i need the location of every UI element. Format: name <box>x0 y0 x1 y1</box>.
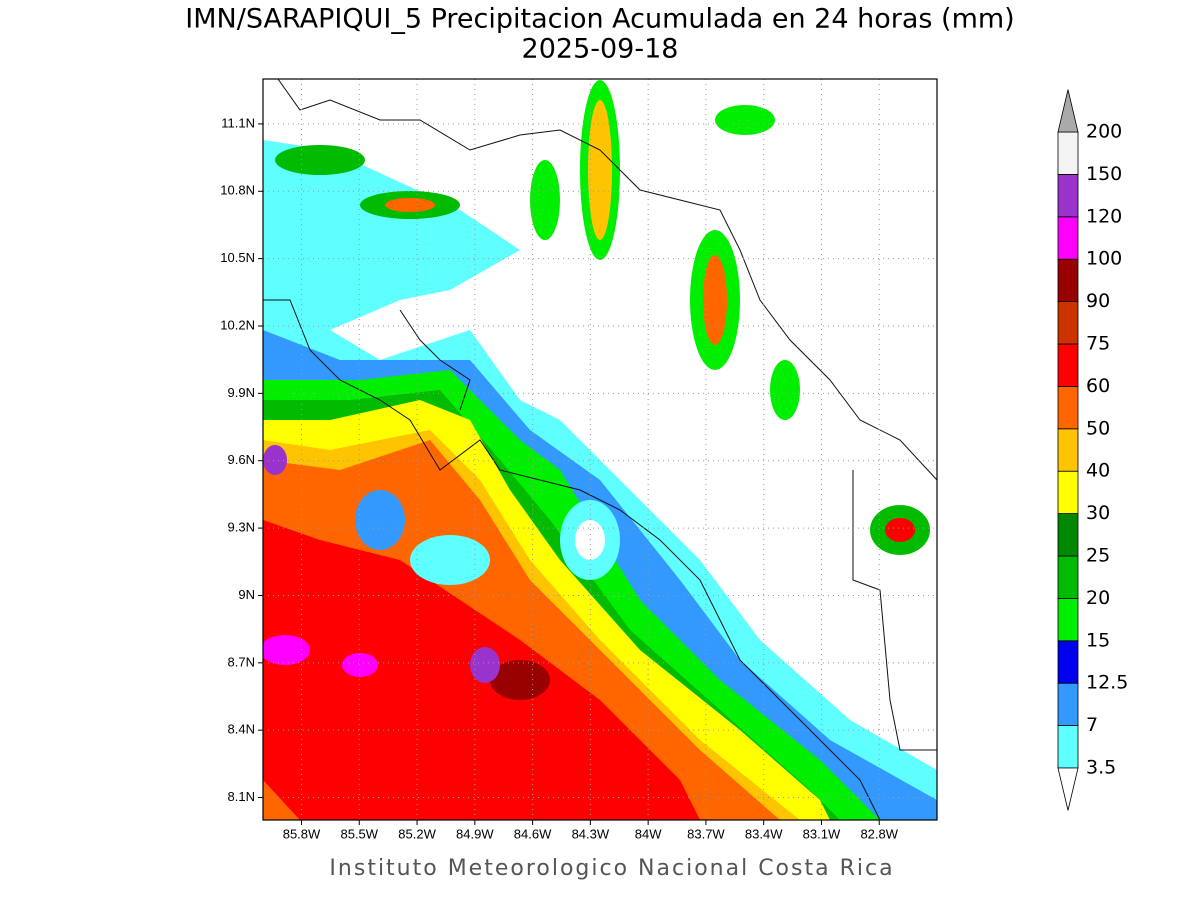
colorbar-box <box>1057 216 1079 260</box>
colorbar-box <box>1057 301 1079 345</box>
y-tick-label: 8.4N <box>228 722 255 737</box>
colorbar-label: 50 <box>1086 417 1110 439</box>
y-tick-label: 10.8N <box>220 183 255 198</box>
x-tick-label: 85.2W <box>398 826 436 841</box>
colorbar-label: 150 <box>1086 163 1122 185</box>
y-tick-label: 11.1N <box>221 115 255 130</box>
map-frame <box>262 78 938 821</box>
x-tick-label: 84.3W <box>572 826 610 841</box>
colorbar-box <box>1057 258 1079 303</box>
x-tick-label: 82.8W <box>860 826 898 841</box>
colorbar-box <box>1057 470 1079 515</box>
colorbar-label: 120 <box>1086 205 1122 227</box>
colorbar-label: 75 <box>1086 333 1110 355</box>
precip-field <box>263 79 937 820</box>
colorbar-box <box>1057 640 1079 684</box>
y-tick-label: 9.3N <box>228 520 255 535</box>
footer: Instituto Meteorologico Nacional Costa R… <box>329 856 894 881</box>
colorbar-box <box>1057 725 1079 769</box>
colorbar-box <box>1057 598 1079 642</box>
y-tick-label: 10.5N <box>220 250 255 265</box>
colorbar-under <box>1057 767 1079 811</box>
y-tick-label: 8.7N <box>228 654 255 669</box>
colorbar: 3.5 7 12.5 15 20 25 30 40 50 60 75 90 100 120 150 200 <box>1057 89 1128 811</box>
x-tick-label: 83.7W <box>687 826 725 841</box>
colorbar-box <box>1057 555 1079 599</box>
colorbar-label: 90 <box>1086 290 1110 312</box>
y-tick-label: 10.2N <box>220 317 255 332</box>
colorbar-box <box>1057 131 1079 175</box>
x-tick-label: 84W <box>635 826 662 841</box>
colorbar-box <box>1057 428 1079 472</box>
axis-ticks: 85.8W 85.5W 85.2W 84.9W 84.6W 84.3W 84W 83.7W 83… <box>220 115 898 841</box>
map-title: IMN/SARAPIQUI_5 Precipitacion Acumulada … <box>185 4 1014 35</box>
colorbar-box <box>1057 513 1079 557</box>
colorbar-label: 20 <box>1086 587 1110 609</box>
grid <box>263 79 937 820</box>
y-tick-label: 8.1N <box>228 789 255 804</box>
colorbar-label: 200 <box>1086 121 1122 143</box>
x-tick-label: 84.9W <box>456 826 494 841</box>
colorbar-label: 60 <box>1086 375 1110 397</box>
x-tick-label: 85.8W <box>283 826 321 841</box>
colorbar-box <box>1057 173 1079 218</box>
colorbar-label: 15 <box>1086 629 1110 651</box>
colorbar-label: 25 <box>1086 545 1110 567</box>
colorbar-label: 3.5 <box>1086 757 1116 779</box>
x-tick-label: 84.6W <box>514 826 552 841</box>
y-tick-label: 9.9N <box>228 385 255 400</box>
y-tick-label: 9.6N <box>228 452 255 467</box>
map-subtitle: 2025-09-18 <box>522 34 679 65</box>
colorbar-label: 7 <box>1086 714 1098 736</box>
colorbar-box <box>1057 682 1079 727</box>
colorbar-label: 40 <box>1086 460 1110 482</box>
colorbar-box <box>1057 343 1079 387</box>
x-tick-label: 85.5W <box>340 826 378 841</box>
x-tick-label: 83.1W <box>803 826 841 841</box>
coastlines <box>263 79 937 820</box>
colorbar-box <box>1057 385 1079 430</box>
colorbar-label: 12.5 <box>1086 672 1128 694</box>
y-tick-label: 9N <box>238 587 255 602</box>
colorbar-over <box>1057 89 1079 133</box>
colorbar-label: 30 <box>1086 502 1110 524</box>
x-tick-label: 83.4W <box>745 826 783 841</box>
colorbar-label: 100 <box>1086 248 1122 270</box>
